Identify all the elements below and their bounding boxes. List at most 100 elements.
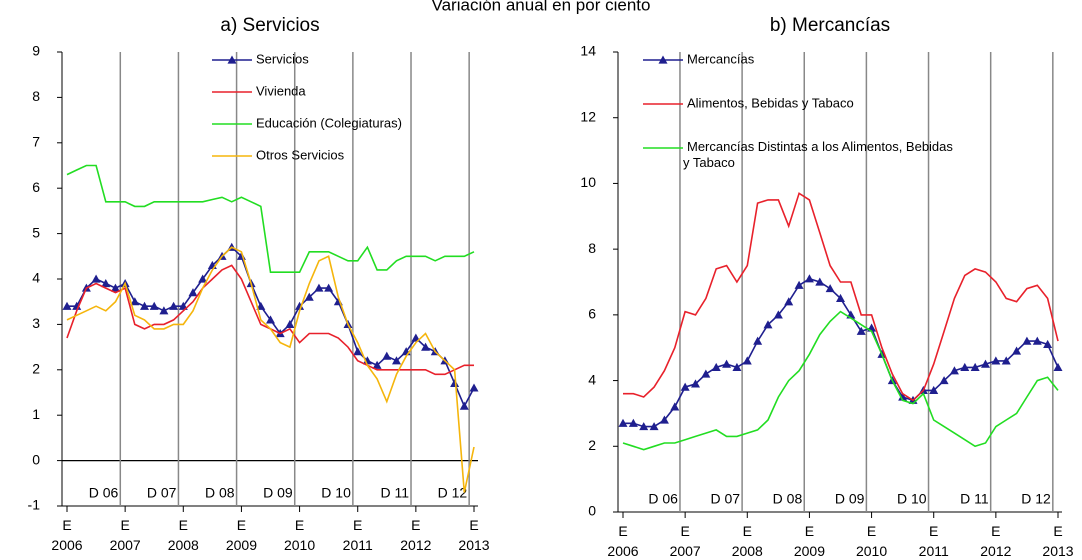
series-marker bbox=[266, 315, 275, 324]
series-marker bbox=[949, 366, 959, 375]
series-marker bbox=[391, 356, 401, 365]
series-marker bbox=[991, 356, 1001, 365]
series-marker bbox=[742, 356, 752, 365]
annotation: D 11 bbox=[960, 491, 989, 507]
panel-title: b) Mercancías bbox=[770, 15, 890, 36]
series-marker bbox=[763, 320, 773, 329]
x-tick-label: E 2008 bbox=[168, 517, 199, 553]
series-marker bbox=[856, 326, 866, 335]
x-tick-label: E 2010 bbox=[284, 517, 315, 553]
panel-title: a) Servicios bbox=[220, 15, 319, 36]
y-tick-label: 14 bbox=[580, 43, 596, 59]
y-tick-label: 3 bbox=[32, 315, 40, 331]
x-tick-label: E 2008 bbox=[732, 523, 763, 559]
series-marker bbox=[1022, 336, 1032, 345]
x-tick-label: E 2007 bbox=[670, 523, 701, 559]
series-marker bbox=[324, 283, 334, 292]
y-tick-label: 10 bbox=[580, 174, 596, 190]
series-marker bbox=[450, 378, 460, 388]
series-marker bbox=[680, 382, 690, 391]
x-tick-label: E 2010 bbox=[856, 523, 887, 559]
annotation: D 11 bbox=[380, 485, 409, 501]
x-tick-label: E 2013 bbox=[1042, 523, 1073, 559]
y-tick-label: 7 bbox=[32, 134, 40, 150]
series-line bbox=[66, 164, 475, 273]
series-marker bbox=[970, 362, 980, 372]
series-marker bbox=[110, 283, 120, 292]
annotation: D 12 bbox=[438, 485, 468, 501]
y-tick-label: 6 bbox=[588, 306, 596, 322]
series-marker bbox=[784, 297, 794, 306]
legend-label: Servicios bbox=[256, 51, 309, 66]
series-marker bbox=[362, 356, 372, 365]
series-marker bbox=[421, 342, 431, 351]
x-tick-label: E 2011 bbox=[343, 517, 373, 553]
y-tick-label: 9 bbox=[32, 43, 40, 59]
series-marker bbox=[639, 422, 649, 431]
series-marker bbox=[285, 319, 295, 328]
x-tick-label: E 2007 bbox=[110, 517, 141, 553]
y-tick-label: 0 bbox=[588, 503, 596, 519]
series-marker bbox=[1001, 356, 1011, 365]
series-marker bbox=[960, 362, 970, 372]
series-marker bbox=[898, 392, 908, 401]
series-marker bbox=[1032, 336, 1042, 345]
series-marker bbox=[372, 360, 382, 369]
series-marker bbox=[659, 415, 669, 424]
series-marker bbox=[169, 301, 179, 310]
series-marker bbox=[140, 301, 150, 310]
annotation: D 06 bbox=[648, 491, 678, 507]
series-marker bbox=[825, 284, 835, 293]
y-tick-label: 4 bbox=[588, 371, 596, 387]
figure-title: Variación anual en por ciento bbox=[432, 0, 651, 14]
series-marker bbox=[130, 297, 140, 306]
annotation: D 10 bbox=[897, 491, 927, 507]
series-marker bbox=[256, 301, 266, 310]
series-marker bbox=[939, 376, 949, 385]
series-line bbox=[66, 246, 475, 493]
series-line bbox=[623, 192, 1059, 402]
series-marker bbox=[711, 362, 721, 372]
legend-label: Otros Servicios bbox=[256, 147, 345, 162]
y-tick-label: 5 bbox=[32, 224, 40, 240]
series-marker bbox=[732, 362, 742, 372]
series-marker bbox=[794, 280, 804, 289]
x-tick-label: E 2012 bbox=[400, 517, 431, 553]
series-marker bbox=[198, 274, 208, 283]
series-marker bbox=[804, 274, 814, 283]
series-marker bbox=[101, 279, 111, 288]
y-tick-label: 12 bbox=[580, 108, 596, 124]
annotation: D 12 bbox=[1021, 491, 1051, 507]
series-marker bbox=[649, 422, 659, 431]
series-marker bbox=[773, 310, 783, 319]
legend-label: Mercancías Distintas a los Alimentos, Be… bbox=[683, 139, 953, 170]
series-marker bbox=[691, 379, 700, 388]
panel: a) Servicios -1 0 1 2 3 4 5 6 7 8 9 E 2006 E 2007 D 06 E 2… bbox=[28, 15, 490, 553]
annotation: D 07 bbox=[711, 491, 741, 507]
y-tick-label: 8 bbox=[588, 240, 596, 256]
y-tick-label: 2 bbox=[32, 361, 40, 377]
y-tick-label: 8 bbox=[32, 88, 40, 104]
x-tick-label: E 2006 bbox=[51, 517, 82, 553]
series-marker bbox=[981, 359, 990, 368]
series-marker bbox=[149, 301, 159, 310]
legend-marker bbox=[227, 55, 237, 64]
y-tick-label: 0 bbox=[32, 451, 40, 467]
series-marker bbox=[304, 292, 314, 301]
y-tick-label: 4 bbox=[32, 270, 40, 286]
legend-label: Alimentos, Bebidas y Tabaco bbox=[687, 95, 854, 110]
series-marker bbox=[753, 336, 763, 345]
series-marker bbox=[159, 306, 169, 315]
series-marker bbox=[815, 277, 825, 286]
x-tick-label: E 2011 bbox=[919, 523, 949, 559]
series-marker bbox=[618, 418, 628, 427]
series-marker bbox=[469, 383, 479, 392]
series-marker bbox=[62, 301, 72, 310]
y-tick-label: 6 bbox=[32, 179, 40, 195]
legend-label: Educación (Colegiaturas) bbox=[256, 115, 402, 130]
series-marker bbox=[929, 385, 939, 395]
series-marker bbox=[1043, 339, 1053, 349]
x-tick-label: E 2013 bbox=[458, 517, 489, 553]
x-tick-label: E 2012 bbox=[980, 523, 1011, 559]
